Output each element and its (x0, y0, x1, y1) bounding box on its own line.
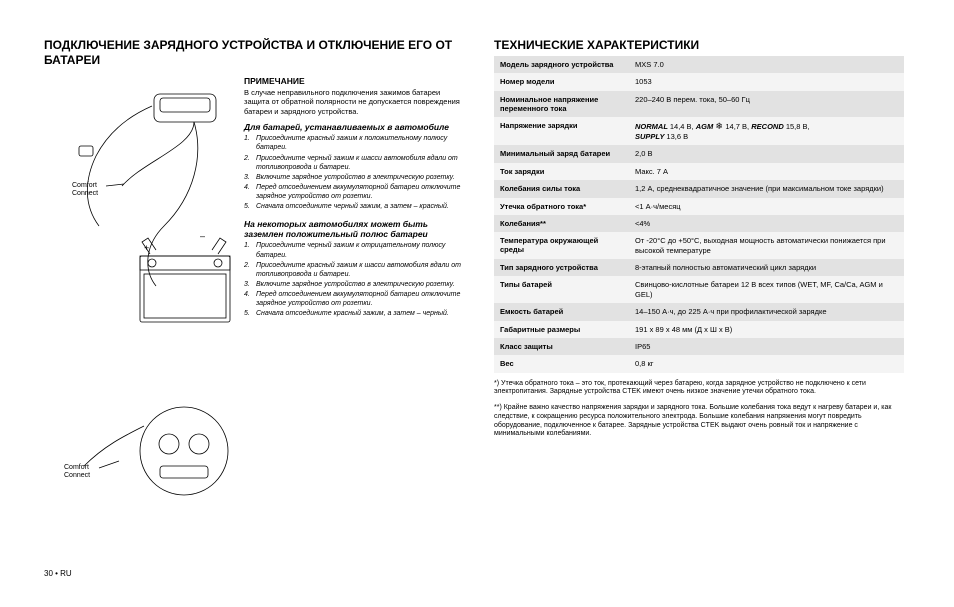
label-line: Comfort (64, 464, 89, 471)
spec-value: 8-этапный полностью автоматический цикл … (629, 259, 904, 276)
step-item: Присоедините черный зажим к отрицательно… (256, 241, 462, 259)
spec-row: Тип зарядного устройства8-этапный полнос… (494, 259, 904, 276)
step-item: Перед отсоединением аккумуляторной батар… (256, 183, 462, 201)
spec-row: Номер модели1053 (494, 73, 904, 90)
spec-label: Колебания силы тока (494, 180, 629, 197)
note-body: В случае неправильного подключения зажим… (244, 88, 462, 116)
spec-label: Вес (494, 355, 629, 372)
spec-row: Типы батарейСвинцово-кислотные батареи 1… (494, 276, 904, 303)
spec-value: 1,2 А, среднеквадратичное значение (при … (629, 180, 904, 197)
spec-label: Колебания** (494, 215, 629, 232)
spec-label: Модель зарядного устройства (494, 56, 629, 73)
spec-value: <1 А·ч/месяц (629, 198, 904, 215)
connection-diagram (44, 76, 234, 516)
section-b-steps: Присоедините черный зажим к отрицательно… (244, 241, 462, 318)
step-item: Сначала отсоедините красный зажим, а зат… (256, 309, 462, 318)
right-column: ТЕХНИЧЕСКИЕ ХАРАКТЕРИСТИКИ Модель зарядн… (494, 38, 904, 583)
spec-value: <4% (629, 215, 904, 232)
spec-table: Модель зарядного устройстваMXS 7.0Номер … (494, 56, 904, 373)
spec-label: Номинальное напряжение переменного тока (494, 91, 629, 117)
section-a-steps: Присоедините красный зажим к положительн… (244, 134, 462, 211)
spec-value: Макс. 7 A (629, 163, 904, 180)
spec-label: Габаритные размеры (494, 321, 629, 338)
spec-value: 191 x 89 x 48 мм (Д x Ш x В) (629, 321, 904, 338)
spec-value: Свинцово-кислотные батареи 12 В всех тип… (629, 276, 904, 303)
spec-row: Температура окружающей средыОт -20°C до … (494, 232, 904, 259)
note-heading: ПРИМЕЧАНИЕ (244, 76, 462, 86)
spec-value: 2,0 В (629, 145, 904, 162)
step-item: Присоедините черный зажим к шасси автомо… (256, 154, 462, 172)
footnote-back-current: *) Утечка обратного тока – это ток, прот… (494, 380, 904, 398)
diagram-zone: Comfort Connect + – Comfort Connect (44, 76, 234, 516)
step-item: Включите зарядное устройство в электриче… (256, 280, 462, 289)
left-body: Comfort Connect + – Comfort Connect ПРИМ… (44, 76, 466, 516)
label-line: Comfort (72, 182, 97, 189)
spec-value: IP65 (629, 338, 904, 355)
step-item: Присоедините красный зажим к положительн… (256, 134, 462, 152)
page-number: 30 • RU (44, 569, 72, 578)
spec-value: 220–240 В перем. тока, 50–60 Гц (629, 91, 904, 117)
spec-value: 1053 (629, 73, 904, 90)
instructions-text: ПРИМЕЧАНИЕ В случае неправильного подклю… (244, 76, 462, 516)
label-line: Connect (64, 472, 90, 479)
spec-label: Емкость батарей (494, 303, 629, 320)
spec-value: 14–150 А·ч, до 225 А·ч при профилактичес… (629, 303, 904, 320)
step-item: Включите зарядное устройство в электриче… (256, 173, 462, 182)
spec-label: Минимальный заряд батареи (494, 145, 629, 162)
plus-label: + (144, 244, 149, 254)
section-b-head: На некоторых автомобилях может быть зазе… (244, 219, 462, 239)
spec-label: Ток зарядки (494, 163, 629, 180)
spec-row: Емкость батарей14–150 А·ч, до 225 А·ч пр… (494, 303, 904, 320)
spec-row: Колебания силы тока1,2 А, среднеквадрати… (494, 180, 904, 197)
label-line: Connect (72, 190, 98, 197)
spec-label: Тип зарядного устройства (494, 259, 629, 276)
spec-row: Класс защитыIP65 (494, 338, 904, 355)
spec-value: От -20°C до +50°C, выходная мощность авт… (629, 232, 904, 259)
spec-row: Утечка обратного тока*<1 А·ч/месяц (494, 198, 904, 215)
spec-value: MXS 7.0 (629, 56, 904, 73)
step-item: Перед отсоединением аккумуляторной батар… (256, 290, 462, 308)
spec-row: Напряжение зарядкиNORMAL 14,4 В, AGM ❄ 1… (494, 117, 904, 146)
spec-row: Колебания**<4% (494, 215, 904, 232)
step-item: Сначала отсоедините черный зажим, а зате… (256, 202, 462, 211)
spec-value: 0,8 кг (629, 355, 904, 372)
footnote-ripple: **) Крайне важно качество напряжения зар… (494, 404, 904, 439)
spec-label: Номер модели (494, 73, 629, 90)
spec-row: Номинальное напряжение переменного тока2… (494, 91, 904, 117)
spec-row: Габаритные размеры191 x 89 x 48 мм (Д x … (494, 321, 904, 338)
comfort-connect-label-2: Comfort Connect (64, 464, 90, 479)
step-item: Присоедините красный зажим к шасси автом… (256, 261, 462, 279)
left-column: ПОДКЛЮЧЕНИЕ ЗАРЯДНОГО УСТРОЙСТВА И ОТКЛЮ… (44, 38, 466, 583)
comfort-connect-label-1: Comfort Connect (72, 182, 98, 197)
spec-row: Минимальный заряд батареи2,0 В (494, 145, 904, 162)
spec-row: Модель зарядного устройстваMXS 7.0 (494, 56, 904, 73)
spec-row: Ток зарядкиМакс. 7 A (494, 163, 904, 180)
connect-heading: ПОДКЛЮЧЕНИЕ ЗАРЯДНОГО УСТРОЙСТВА И ОТКЛЮ… (44, 38, 466, 68)
spec-label: Напряжение зарядки (494, 117, 629, 146)
spec-label: Температура окружающей среды (494, 232, 629, 259)
spec-row: Вес0,8 кг (494, 355, 904, 372)
spec-label: Типы батарей (494, 276, 629, 303)
spec-heading: ТЕХНИЧЕСКИЕ ХАРАКТЕРИСТИКИ (494, 38, 904, 52)
spec-label: Утечка обратного тока* (494, 198, 629, 215)
spec-value: NORMAL 14,4 В, AGM ❄ 14,7 В, RECOND 15,8… (629, 117, 904, 146)
section-a-head: Для батарей, устанавливаемых в автомобил… (244, 122, 462, 132)
spec-label: Класс защиты (494, 338, 629, 355)
minus-label: – (200, 232, 205, 242)
